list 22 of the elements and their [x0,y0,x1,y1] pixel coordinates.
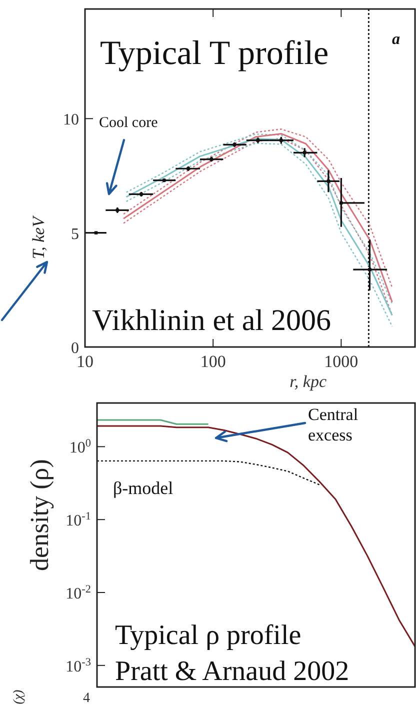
y-tick-label: 10$^{-2}$ [66,584,91,603]
annotation: Typical T profile [100,35,329,72]
y-axis-title: T, keV [29,214,48,260]
y-tick-label: 10$^{0}$ [69,438,92,457]
annotation: β-model [113,478,174,498]
annotation: Vikhlinin et al 2006 [92,304,332,337]
y-axis-title: density (ρ) [25,459,54,571]
y-tick-label: 5 [71,226,79,243]
text: (χ) [10,690,25,704]
y-tick-label: 0 [71,340,79,357]
annotation: a [392,31,400,48]
annotation: Cool core [99,115,158,131]
annotation: Typical ρ profile [115,620,302,651]
x-tick-label: 1000 [324,352,358,371]
annotation: Pratt & Arnaud 2002 [115,656,350,687]
x-axis-title: r, kpc [290,372,327,391]
annotation: Central excess [308,405,358,444]
x-tick-label: 100 [200,352,226,371]
y-tick-label: 10$^{-3}$ [66,656,92,676]
y-tick-label: 10 [63,112,79,129]
y-tick-label: 10$^{-1}$ [66,510,91,530]
text: 4 [83,691,90,705]
